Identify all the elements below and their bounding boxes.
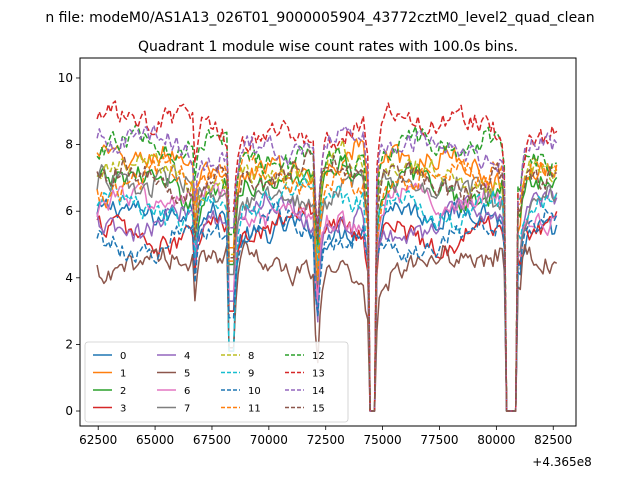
legend-label-10: 10 <box>248 386 261 397</box>
x-offset-label: +4.365e8 <box>532 455 591 469</box>
legend-label-7: 7 <box>184 404 190 415</box>
series-line-13 <box>96 100 558 412</box>
y-tick-label: 4 <box>65 271 73 285</box>
chart-title: Quadrant 1 module wise count rates with … <box>138 39 518 55</box>
series-line-14 <box>96 124 558 412</box>
series-line-8 <box>96 139 557 412</box>
series-line-15 <box>96 149 557 412</box>
series-line-2 <box>96 154 558 412</box>
x-tick-label: 77500 <box>420 433 458 447</box>
x-tick-label: 82500 <box>534 433 572 447</box>
series-line-10 <box>96 201 558 412</box>
x-tick-label: 67500 <box>193 433 231 447</box>
y-tick-label: 0 <box>65 404 73 418</box>
axis-ticks: 62500 65000 67500 70000 72500 75000 77500 80000… <box>58 71 573 447</box>
legend-label-0: 0 <box>120 351 126 362</box>
series-line-3 <box>96 200 558 412</box>
legend-label-4: 4 <box>184 351 190 362</box>
x-tick-label: 72500 <box>307 433 345 447</box>
legend-label-5: 5 <box>184 369 190 380</box>
figure-suptitle: n file: modeM0/AS1A13_026T01_9000005904_… <box>45 10 594 26</box>
x-tick-label: 75000 <box>364 433 402 447</box>
x-tick-label: 70000 <box>250 433 288 447</box>
series-line-5 <box>96 240 558 412</box>
legend-label-6: 6 <box>184 386 190 397</box>
legend-label-1: 1 <box>120 369 126 380</box>
legend-label-13: 13 <box>312 369 325 380</box>
plot-area <box>96 100 558 412</box>
legend-label-11: 11 <box>248 404 261 415</box>
y-tick-label: 2 <box>65 337 73 351</box>
legend-label-14: 14 <box>312 386 325 397</box>
legend-box <box>84 341 349 423</box>
y-tick-label: 6 <box>65 204 73 218</box>
legend-label-12: 12 <box>312 351 325 362</box>
series-line-12 <box>96 124 557 412</box>
x-tick-label: 80000 <box>477 433 515 447</box>
legend-label-2: 2 <box>120 386 126 397</box>
y-tick-label: 8 <box>65 138 73 152</box>
series-line-0 <box>96 198 558 412</box>
legend-label-9: 9 <box>248 369 254 380</box>
series-line-11 <box>96 148 558 412</box>
series-line-9 <box>96 174 558 412</box>
x-tick-label: 65000 <box>136 433 174 447</box>
legend-label-8: 8 <box>248 351 254 362</box>
series-line-4 <box>96 188 558 412</box>
x-tick-label: 62500 <box>79 433 117 447</box>
legend-label-15: 15 <box>312 404 325 415</box>
axes-frame <box>79 57 577 427</box>
y-tick-label: 10 <box>58 71 73 85</box>
legend-label-3: 3 <box>120 404 126 415</box>
